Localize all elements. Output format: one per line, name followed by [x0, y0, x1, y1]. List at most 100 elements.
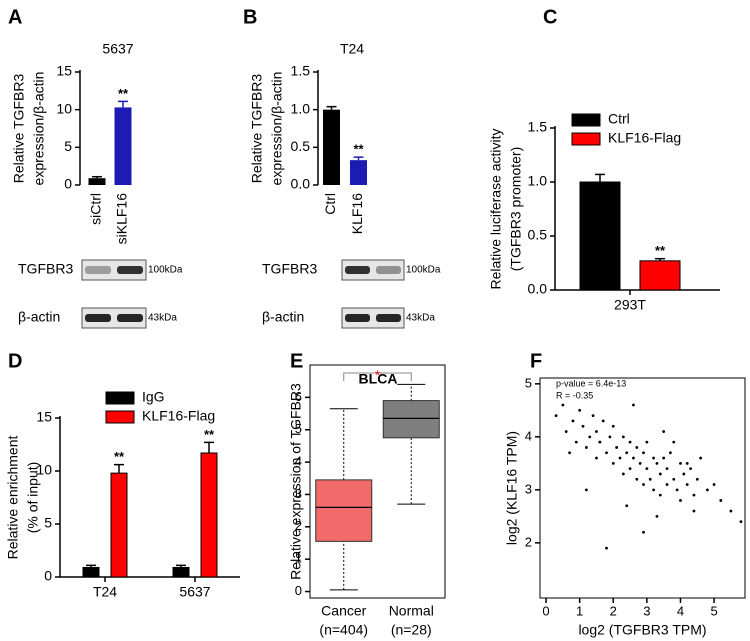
point [584, 446, 588, 449]
panel-title: T24 [340, 41, 364, 57]
y-tick-label: 4 [295, 454, 302, 469]
point [584, 488, 588, 492]
significance: ** [204, 427, 215, 442]
point [632, 403, 635, 407]
significance: ** [353, 142, 364, 157]
point [719, 499, 723, 502]
blot-band [376, 314, 401, 322]
y-axis-label: log2 (KLF16 TPM) [504, 431, 520, 545]
x-tick-label: siCtrl [88, 193, 104, 225]
plot-frame [309, 364, 446, 599]
y-axis-label: Relative luciferase activity [488, 128, 504, 289]
point [712, 483, 716, 486]
y-tick-label: 10 [56, 100, 72, 116]
y-axis-label: (TGFBR3 promoter) [508, 147, 524, 271]
blot-size: 43kDa [406, 313, 435, 324]
bar [639, 260, 681, 291]
legend-label: KLF16-Flag [608, 130, 681, 146]
point [729, 509, 733, 513]
plot-frame [539, 377, 746, 599]
blot-band [345, 314, 370, 322]
point [682, 472, 686, 476]
y-tick-label: 5 [295, 421, 302, 436]
y-tick-label: 1.5 [291, 63, 311, 79]
y-axis-label: expression/β-actin [269, 72, 285, 186]
point [615, 446, 619, 449]
y-axis-label: Relative TGFBR3 [249, 74, 265, 184]
point [665, 483, 669, 486]
point [611, 461, 615, 465]
point [591, 414, 595, 418]
blot-band [85, 314, 111, 322]
y-tick-label: 0 [295, 583, 302, 598]
panel-title: 5637 [102, 41, 133, 57]
point [685, 461, 689, 465]
x-tick-label: 293T [614, 297, 646, 313]
y-tick-label: 1.5 [528, 119, 548, 135]
legend-label: KLF16-Flag [142, 408, 215, 424]
point [561, 403, 565, 407]
x-tick-label: 0 [542, 603, 549, 618]
panel-letter: F [530, 350, 542, 372]
bar [88, 178, 106, 185]
y-tick-label: 1.0 [291, 100, 311, 116]
bar [200, 452, 218, 578]
point [655, 461, 659, 465]
y-tick-label: 3 [525, 481, 532, 496]
x-tick-label: Ctrl [322, 193, 338, 215]
point [574, 440, 578, 444]
point [695, 477, 699, 481]
point [668, 451, 672, 455]
y-tick-label: 0 [44, 568, 52, 584]
point [672, 477, 676, 481]
annotation: R = -0.35 [556, 390, 593, 400]
x-tick-label: Cancer [321, 603, 366, 619]
point [642, 451, 645, 455]
x-tick-label: 4 [677, 603, 684, 618]
y-tick-label: 3 [295, 486, 302, 501]
point [564, 430, 568, 433]
y-tick-label: 15 [36, 409, 52, 425]
point [611, 424, 615, 428]
significance: ** [114, 449, 125, 464]
point [621, 435, 625, 439]
annotation: p-value = 6.4e-13 [556, 378, 626, 388]
bar [114, 107, 132, 185]
x-tick-label: Normal [389, 603, 434, 619]
point [672, 440, 676, 444]
blot-band [345, 266, 370, 274]
box [315, 479, 373, 542]
x-tick-label: siKLF16 [114, 193, 130, 245]
point [675, 488, 679, 492]
x-tick-label: KLF16 [349, 193, 365, 234]
point [679, 461, 682, 465]
y-tick-label: 5 [64, 138, 72, 154]
point [679, 499, 682, 502]
y-tick-label: 2 [295, 518, 302, 533]
bar [82, 566, 100, 578]
significance: * [375, 367, 380, 382]
blot-size: 43kDa [148, 313, 177, 324]
point [645, 467, 649, 471]
point [618, 456, 622, 460]
panel-letter: C [543, 6, 557, 28]
point [685, 483, 689, 486]
point [568, 451, 571, 455]
legend-swatch [105, 391, 135, 405]
panel-letter: A [8, 6, 22, 28]
point [739, 520, 743, 524]
point [628, 440, 632, 444]
x-tick-sublabel: (n=28) [391, 622, 432, 638]
y-axis-label: Relative TGFBR3 [11, 74, 27, 184]
point [595, 430, 598, 433]
y-tick-label: 2 [525, 534, 532, 549]
x-tick-label: 5637 [179, 584, 210, 600]
significance-bracket [343, 372, 412, 381]
point [598, 440, 602, 444]
point [655, 514, 659, 518]
significance: ** [655, 243, 666, 258]
panel-letter: D [8, 350, 22, 372]
point [642, 530, 645, 534]
